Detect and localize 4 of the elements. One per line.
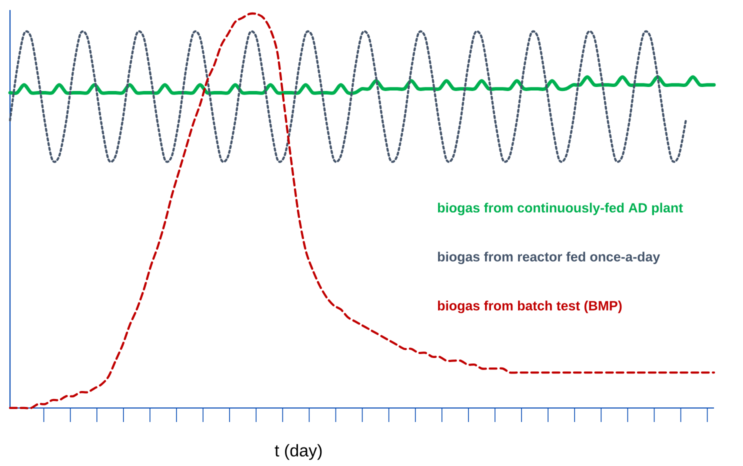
text: biogas from continuously-fed AD plant xyxy=(438,202,683,216)
text: biogas from reactor fed once-a-day xyxy=(438,252,660,264)
x-axis-title: t (day) xyxy=(274,444,322,460)
text: biogas from batch test (BMP) xyxy=(438,300,622,314)
